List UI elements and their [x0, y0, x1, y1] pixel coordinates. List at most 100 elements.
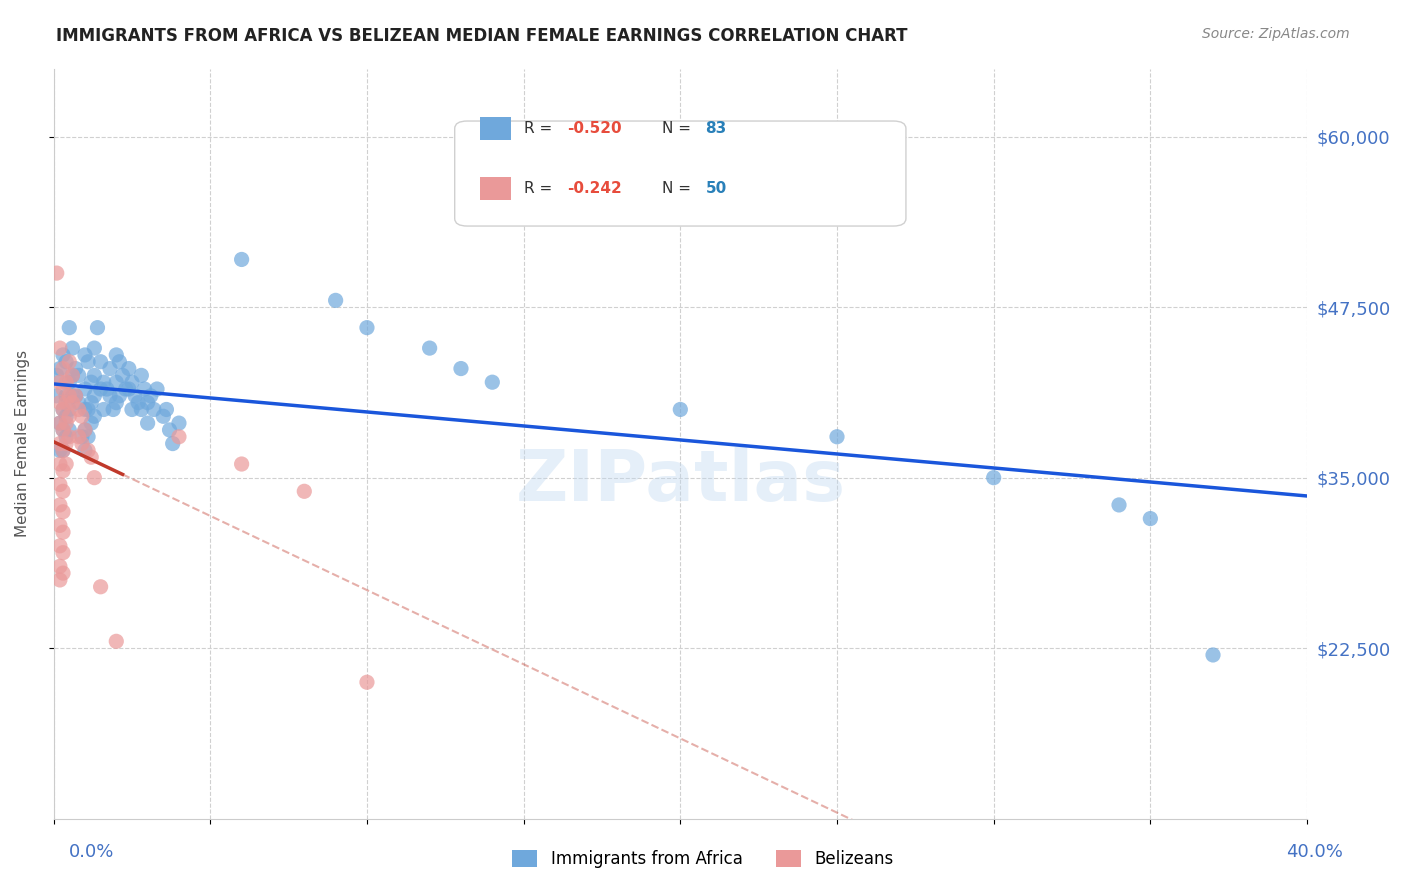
Point [98, 361, 121, 376]
Point [65, 389, 87, 403]
Point [77, 355, 100, 369]
Point [90, 580, 112, 594]
Point [73, 423, 96, 437]
Point [58, 320, 80, 334]
Point [73, 348, 96, 362]
Text: -0.520: -0.520 [568, 121, 621, 136]
Point [127, 395, 149, 409]
Point [121, 375, 143, 389]
Point [83, 409, 105, 424]
Point [108, 355, 131, 369]
Point [62, 341, 84, 355]
Point [90, 355, 112, 369]
Point [80, 395, 103, 409]
Point [167, 416, 190, 430]
Point [70, 409, 93, 424]
Point [83, 368, 105, 383]
Point [58, 355, 80, 369]
Point [58, 402, 80, 417]
Point [139, 389, 162, 403]
Point [73, 443, 96, 458]
Point [52, 505, 75, 519]
Point [142, 402, 165, 417]
Text: 50: 50 [706, 181, 727, 196]
Point [55, 436, 77, 450]
Point [292, 484, 315, 499]
Text: IMMIGRANTS FROM AFRICA VS BELIZEAN MEDIAN FEMALE EARNINGS CORRELATION CHART: IMMIGRANTS FROM AFRICA VS BELIZEAN MEDIA… [56, 27, 908, 45]
Point [49, 361, 72, 376]
Text: N =: N = [661, 181, 696, 196]
Point [669, 402, 692, 417]
Point [49, 375, 72, 389]
FancyBboxPatch shape [479, 178, 512, 200]
Point [49, 498, 72, 512]
Point [155, 402, 177, 417]
Point [325, 293, 347, 308]
Point [1108, 498, 1130, 512]
Point [49, 341, 72, 355]
Point [134, 382, 156, 396]
Point [108, 389, 131, 403]
Point [73, 382, 96, 396]
Point [118, 361, 141, 376]
Point [1139, 511, 1161, 525]
FancyBboxPatch shape [479, 117, 512, 140]
Point [450, 361, 472, 376]
Text: ZIPatlas: ZIPatlas [515, 447, 845, 516]
Point [983, 470, 1005, 484]
Point [67, 402, 90, 417]
Text: Source: ZipAtlas.com: Source: ZipAtlas.com [1202, 27, 1350, 41]
Point [136, 395, 159, 409]
Point [65, 389, 87, 403]
Point [58, 430, 80, 444]
Point [131, 368, 153, 383]
Point [83, 389, 105, 403]
Point [52, 423, 75, 437]
Point [49, 416, 72, 430]
Text: R =: R = [523, 121, 557, 136]
Point [356, 675, 378, 690]
Point [52, 402, 75, 417]
Point [356, 320, 378, 334]
Point [58, 409, 80, 424]
Point [49, 443, 72, 458]
Text: 40.0%: 40.0% [1286, 843, 1343, 861]
Point [67, 395, 90, 409]
Point [529, 184, 551, 198]
Point [231, 252, 253, 267]
Point [52, 402, 75, 417]
Point [49, 539, 72, 553]
Point [62, 368, 84, 383]
Point [58, 389, 80, 403]
Point [77, 443, 100, 458]
Point [121, 402, 143, 417]
Point [58, 375, 80, 389]
Point [52, 443, 75, 458]
Text: 83: 83 [706, 121, 727, 136]
Point [105, 348, 128, 362]
Point [67, 430, 90, 444]
Point [167, 430, 190, 444]
Point [62, 368, 84, 383]
Point [131, 402, 153, 417]
Point [146, 382, 169, 396]
Point [52, 348, 75, 362]
Point [49, 457, 72, 471]
Point [49, 395, 72, 409]
Point [52, 361, 75, 376]
Point [55, 389, 77, 403]
Point [45, 266, 67, 280]
Point [70, 430, 93, 444]
Point [62, 389, 84, 403]
Point [52, 464, 75, 478]
Point [62, 395, 84, 409]
Point [55, 457, 77, 471]
Point [52, 484, 75, 499]
Point [77, 430, 100, 444]
Point [159, 423, 181, 437]
Point [83, 341, 105, 355]
Point [55, 355, 77, 369]
Point [1202, 648, 1225, 662]
FancyBboxPatch shape [454, 121, 905, 226]
Point [105, 395, 128, 409]
